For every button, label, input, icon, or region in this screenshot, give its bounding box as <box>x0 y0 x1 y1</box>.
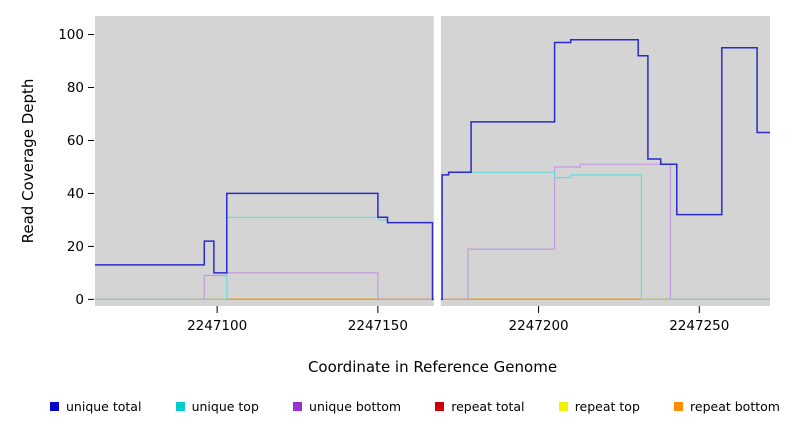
legend-label-repeat-total: repeat total <box>451 398 525 414</box>
x-tick-label: 2247200 <box>509 318 569 334</box>
y-tick-label: 100 <box>58 27 84 43</box>
legend-item-repeat-total: repeat total <box>435 398 525 414</box>
legend: unique total unique top unique bottom repea… <box>0 396 792 416</box>
legend-label-repeat-bottom: repeat bottom <box>690 398 780 414</box>
legend-swatch-repeat-bottom <box>674 401 684 411</box>
legend-item-unique-bottom: unique bottom <box>293 399 401 414</box>
legend-swatch-unique-bottom <box>293 401 303 411</box>
y-tick-label: 20 <box>67 239 84 255</box>
x-tick-label: 2247150 <box>348 318 408 334</box>
y-axis-title: Read Coverage Depth <box>19 78 37 244</box>
legend-swatch-unique-total <box>50 401 59 411</box>
legend-item-repeat-bottom: repeat bottom <box>674 399 780 414</box>
x-tick-label: 2247250 <box>669 318 729 334</box>
legend-label-unique-total: unique total <box>66 398 142 414</box>
x-tick-label: 2247100 <box>187 318 247 334</box>
legend-label-repeat-top: repeat top <box>574 398 640 414</box>
legend-item-unique-total: unique total <box>50 399 141 414</box>
legend-swatch-unique-top <box>175 401 185 411</box>
legend-label-unique-top: unique top <box>191 398 259 414</box>
x-axis-title: Coordinate in Reference Genome <box>307 358 558 376</box>
series-unique-total <box>95 39 770 301</box>
y-tick-label: 40 <box>67 186 84 202</box>
y-tick-label: 80 <box>67 80 84 96</box>
coverage-gap-band <box>433 16 441 306</box>
series-unique-bottom <box>95 163 770 300</box>
y-tick-label: 60 <box>67 133 84 149</box>
legend-label-unique-bottom: unique bottom <box>309 398 402 414</box>
legend-swatch-repeat-top <box>558 401 568 411</box>
legend-swatch-repeat-total <box>435 401 445 411</box>
legend-item-repeat-top: repeat top <box>558 398 640 414</box>
legend-item-unique-top: unique top <box>175 398 259 414</box>
y-tick-label: 0 <box>75 292 84 308</box>
